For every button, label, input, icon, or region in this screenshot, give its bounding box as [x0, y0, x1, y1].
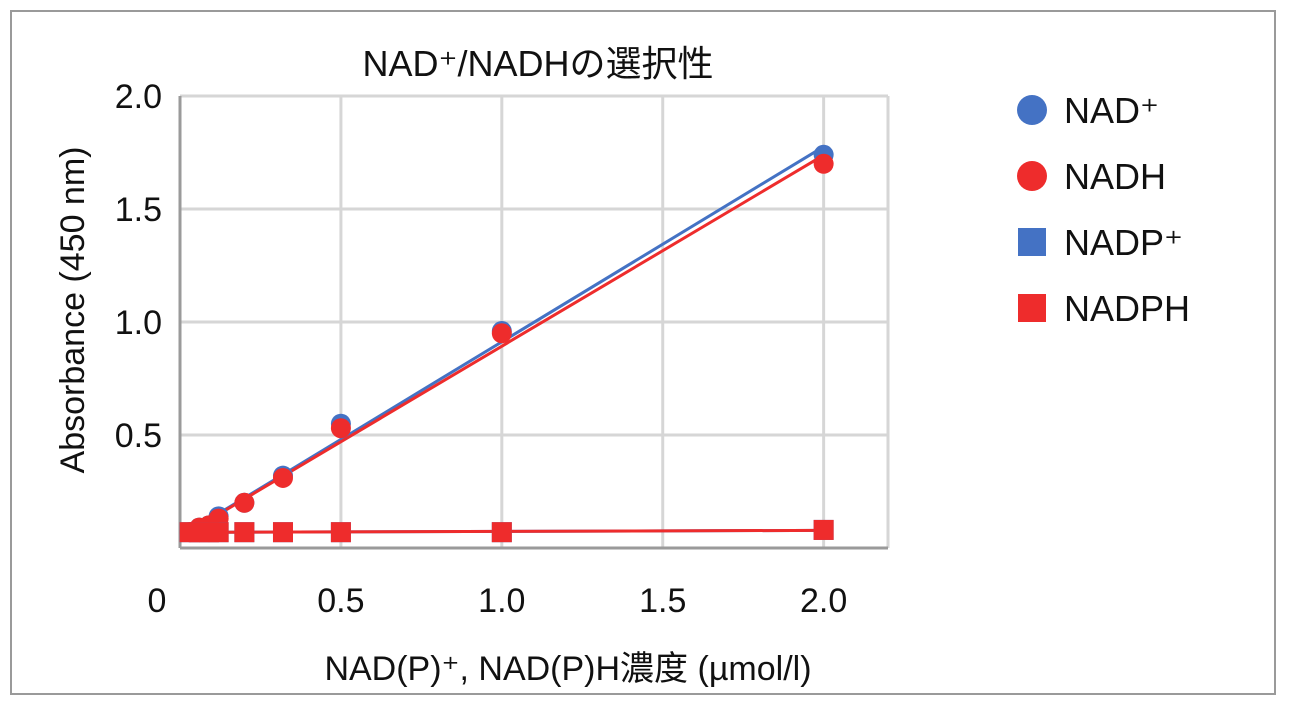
- chart-title: NAD⁺/NADHの選択性: [362, 43, 713, 84]
- legend-label: NADH: [1064, 156, 1166, 197]
- legend-marker-circle: [1017, 95, 1047, 125]
- data-point-square: [272, 522, 293, 543]
- data-points: [179, 144, 834, 543]
- y-tick-label: 2.0: [115, 78, 162, 116]
- axes: [178, 96, 888, 550]
- x-axis-title: NAD(P)⁺, NAD(P)H濃度 (µmol/l): [324, 650, 811, 688]
- x-tick-label: 0.5: [317, 582, 364, 620]
- data-point-square: [491, 522, 512, 543]
- legend-marker-circle: [1017, 161, 1047, 191]
- x-tick-label: 1.5: [639, 582, 686, 620]
- data-point-square: [330, 522, 351, 543]
- data-point-circle: [272, 467, 293, 488]
- x-tick-label: 2.0: [800, 582, 847, 620]
- data-point-square: [813, 519, 834, 540]
- trend-line: [188, 153, 825, 533]
- y-axis-title: Absorbance (450 nm): [54, 147, 92, 474]
- legend: NAD⁺ NADH NADP⁺ NADPH: [1017, 90, 1190, 329]
- grid: [180, 94, 890, 548]
- y-tick-label: 0.5: [115, 417, 162, 455]
- legend-label: NADPH: [1064, 288, 1190, 329]
- tick-labels: 0 0.5 1.0 1.5 2.0 0.5 1.0 1.5 2.0: [115, 78, 848, 620]
- data-point-square: [208, 522, 229, 543]
- legend-marker-square: [1018, 228, 1046, 256]
- legend-marker-square: [1018, 294, 1046, 322]
- chart-frame: [10, 10, 1276, 695]
- y-tick-label: 1.0: [115, 304, 162, 342]
- x-tick-label: 1.0: [478, 582, 525, 620]
- data-point-square: [234, 522, 255, 543]
- x-tick-label: 0: [148, 582, 167, 620]
- legend-label: NADP⁺: [1064, 222, 1183, 263]
- legend-label: NAD⁺: [1064, 90, 1159, 131]
- data-point-circle: [234, 492, 255, 513]
- y-tick-label: 1.5: [115, 191, 162, 229]
- data-point-circle: [491, 323, 512, 344]
- data-point-circle: [813, 153, 834, 174]
- data-point-circle: [330, 418, 351, 439]
